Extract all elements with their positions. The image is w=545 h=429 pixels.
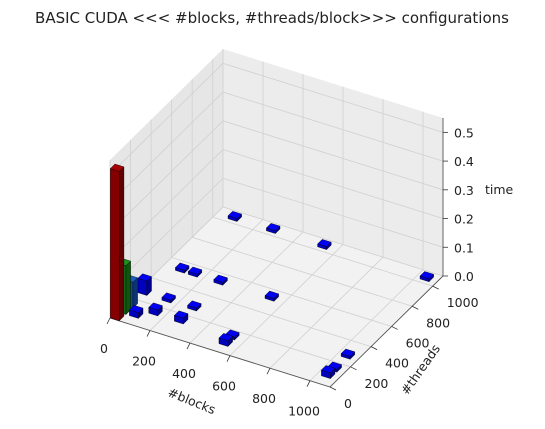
x-tick bbox=[266, 368, 271, 375]
bar bbox=[187, 300, 202, 312]
bar-top-face bbox=[419, 271, 434, 280]
bar bbox=[227, 211, 242, 222]
y-tick bbox=[350, 366, 357, 371]
bar-top-face bbox=[173, 310, 189, 319]
z-grid-line bbox=[109, 120, 444, 233]
bar bbox=[173, 310, 189, 325]
back-pane bbox=[223, 49, 443, 276]
y-tick bbox=[370, 346, 378, 350]
x-axis-label: #blocks bbox=[166, 384, 218, 417]
x-tick-label: 1000 bbox=[288, 404, 320, 419]
axis-panes bbox=[110, 49, 443, 387]
bar-top-face bbox=[137, 273, 152, 282]
y-tick-label: 200 bbox=[365, 376, 389, 391]
bar-top-face bbox=[175, 262, 190, 271]
bar bbox=[128, 305, 144, 319]
bar bbox=[340, 348, 356, 360]
bar bbox=[266, 223, 281, 235]
x-tick-label: 400 bbox=[172, 366, 196, 381]
bar bbox=[264, 290, 279, 302]
z-tick-label: 0.4 bbox=[454, 154, 474, 169]
z-tick-label: 0.3 bbox=[454, 183, 474, 198]
bars bbox=[109, 163, 434, 380]
z-tick-label: 0.5 bbox=[454, 125, 474, 140]
z-grid-line bbox=[109, 91, 444, 204]
bar bbox=[161, 292, 176, 304]
y-tick bbox=[329, 386, 337, 391]
bar-top-face bbox=[187, 300, 202, 309]
z-tick-label: 0.0 bbox=[454, 269, 474, 284]
bar bbox=[137, 273, 152, 296]
bar-top-face bbox=[317, 239, 332, 247]
bar-top-face bbox=[320, 365, 336, 374]
bar-top-face bbox=[340, 348, 356, 357]
x-tick-label: 800 bbox=[252, 391, 276, 406]
bar bbox=[317, 239, 332, 251]
bar-side-face bbox=[125, 260, 131, 315]
y-tick-label: 0 bbox=[344, 396, 352, 411]
bar-top-face bbox=[161, 292, 176, 301]
y-tick-label: 400 bbox=[385, 356, 409, 371]
bar-top-face bbox=[187, 266, 203, 275]
z-grid-line bbox=[109, 62, 444, 175]
y-tick bbox=[412, 305, 419, 310]
bar bbox=[109, 163, 125, 322]
bar-top-face bbox=[128, 305, 144, 313]
bar bbox=[218, 333, 233, 347]
x-tick-label: 0 bbox=[100, 341, 108, 356]
bar-top-face bbox=[218, 333, 233, 341]
y-tick-label: 600 bbox=[406, 335, 430, 350]
z-grid-line bbox=[109, 177, 444, 290]
bar bbox=[148, 302, 163, 317]
chart-title: BASIC CUDA <<< #blocks, #threads/block>>… bbox=[35, 9, 509, 27]
y-tick-label: 1000 bbox=[447, 295, 479, 310]
bar-side-face bbox=[132, 277, 138, 309]
bar-top-face bbox=[264, 290, 279, 299]
left-pane bbox=[110, 49, 223, 318]
bar-top-face bbox=[213, 274, 228, 283]
z-axis-label: time bbox=[485, 182, 514, 197]
x-tick-label: 600 bbox=[212, 379, 236, 394]
z-tick-label: 0.1 bbox=[454, 240, 474, 255]
x-tick bbox=[106, 317, 111, 325]
bar-front-face bbox=[110, 168, 120, 322]
bar-top-face bbox=[266, 223, 281, 231]
z-tick-label: 0.2 bbox=[454, 212, 474, 227]
x-tick bbox=[306, 380, 311, 387]
bar bbox=[320, 365, 336, 380]
bar-top-face bbox=[109, 163, 125, 172]
z-grid-line bbox=[109, 149, 444, 261]
bar-side-face bbox=[119, 166, 125, 322]
y-tick bbox=[432, 285, 439, 290]
bar bbox=[187, 266, 203, 278]
x-tick bbox=[186, 342, 191, 350]
bar bbox=[419, 271, 434, 283]
bar bbox=[175, 262, 190, 274]
x-tick bbox=[146, 330, 151, 337]
x-tick bbox=[226, 355, 231, 362]
y-tick bbox=[391, 326, 398, 330]
y-tick-label: 800 bbox=[426, 315, 450, 330]
bar bbox=[213, 274, 228, 286]
x-tick-label: 200 bbox=[132, 354, 156, 369]
axis-ticks: 0 200 400 600 800 1000 0 200 400 600 800 1000 0.0 0.1… bbox=[100, 125, 479, 418]
bar-top-face bbox=[148, 302, 163, 311]
bar-top-face bbox=[227, 211, 242, 219]
